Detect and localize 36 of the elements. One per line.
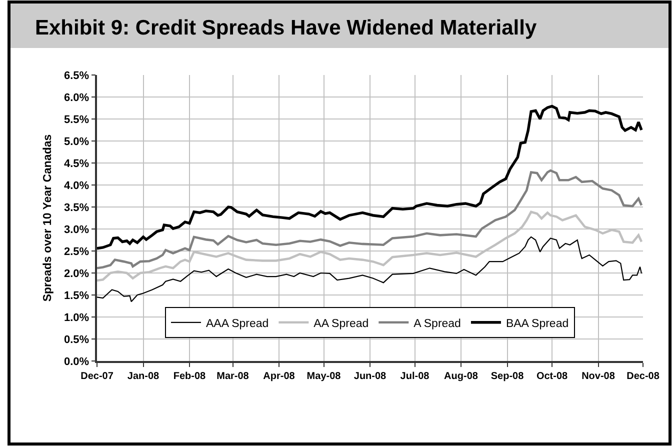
y-tick-label: 2.0% — [64, 268, 90, 280]
y-tick-label: 5.0% — [64, 136, 90, 148]
y-tick-label: 6.5% — [64, 70, 90, 82]
x-tick-label: Sep-08 — [490, 370, 524, 382]
legend-label: AAA Spread — [206, 318, 269, 330]
y-tick-label: 4.5% — [64, 158, 90, 170]
x-tick-label: Aug-08 — [444, 370, 478, 382]
x-tick-label: Nov-08 — [582, 370, 616, 382]
line-series — [97, 236, 642, 302]
x-tick-label: Jan-08 — [127, 370, 160, 382]
y-tick-label: 5.5% — [64, 114, 90, 126]
y-tick-label: 3.5% — [64, 202, 90, 214]
x-tick-label: May-08 — [306, 370, 342, 382]
x-tick-label: Dec-08 — [626, 370, 660, 382]
y-tick-label: 0.5% — [64, 334, 90, 346]
x-tick-label: Feb-08 — [173, 370, 206, 382]
x-tick-label: Oct-08 — [536, 370, 568, 382]
legend-label: A Spread — [414, 318, 461, 330]
y-axis-title: Spreads over 10 Year Canadas — [42, 134, 54, 302]
x-tick-label: Mar-08 — [216, 370, 250, 382]
x-tick-label: Jun-08 — [354, 370, 387, 382]
y-tick-label: 6.0% — [64, 92, 90, 104]
x-tick-label: Jul-08 — [400, 370, 430, 382]
y-tick-label: 1.5% — [64, 290, 90, 302]
y-tick-label: 2.5% — [64, 246, 90, 258]
chart-title: Exhibit 9: Credit Spreads Have Widened Materially — [35, 16, 537, 40]
line-series — [97, 104, 643, 250]
line-series — [97, 169, 643, 270]
y-tick-label: 1.0% — [64, 312, 90, 324]
y-tick-label: 3.0% — [64, 224, 90, 236]
y-tick-label: 0.0% — [64, 356, 90, 368]
legend-label: BAA Spread — [506, 318, 569, 330]
x-tick-label: Apr-08 — [263, 370, 296, 382]
legend-label: AA Spread — [314, 318, 369, 330]
x-tick-label: Dec-07 — [80, 370, 114, 382]
y-tick-label: 4.0% — [64, 180, 90, 192]
